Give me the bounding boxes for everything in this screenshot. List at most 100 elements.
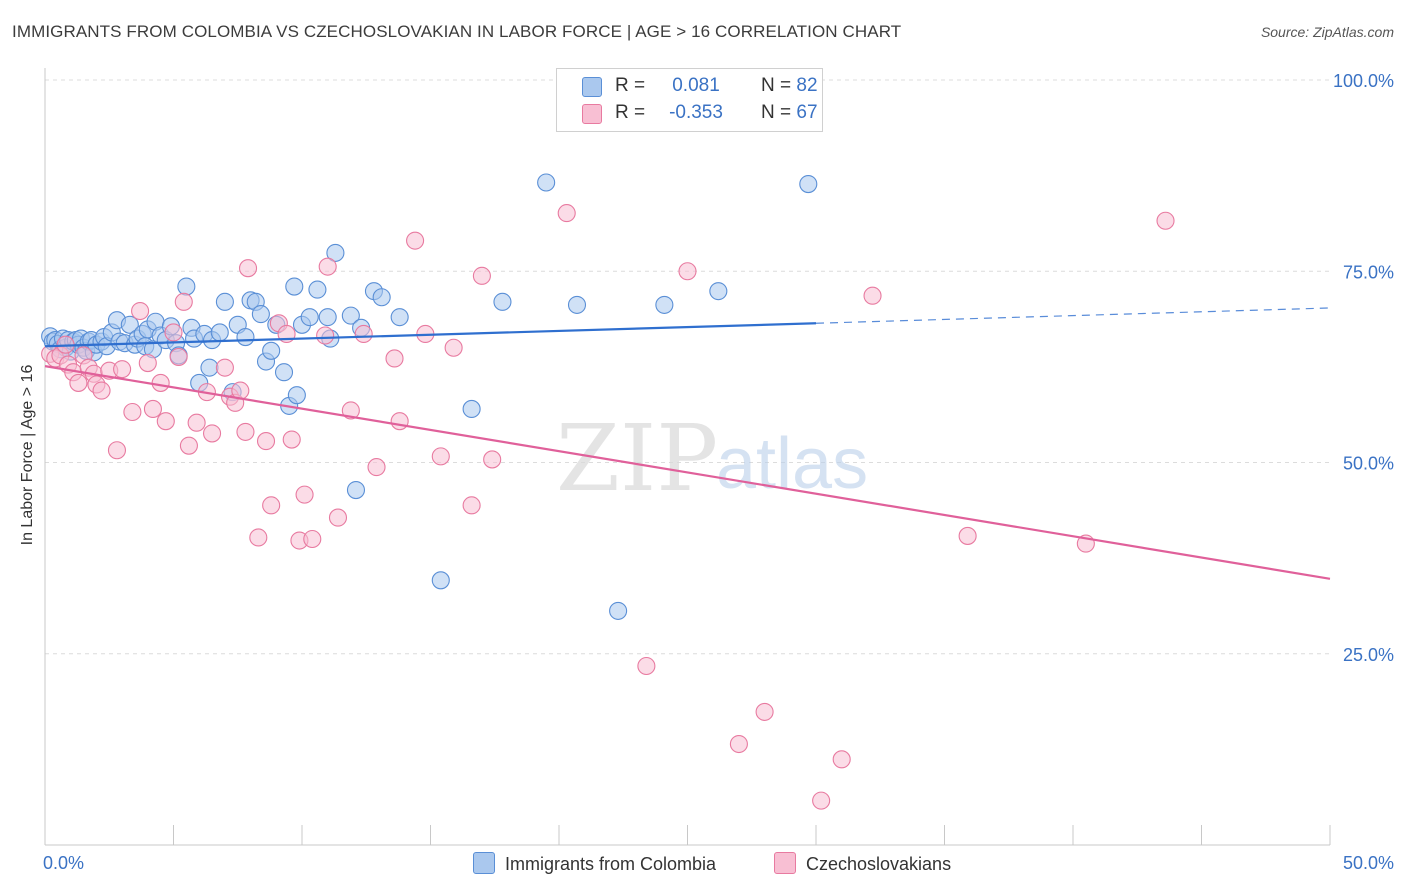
legend-n-label: N = 67 — [761, 102, 818, 123]
watermark-zip: ZIP — [556, 405, 718, 512]
data-point-1-47 — [354, 324, 373, 344]
data-point-0-74 — [462, 399, 481, 419]
data-point-1-13 — [107, 441, 127, 460]
x-tick-label-1: 50.0% — [1343, 853, 1394, 873]
data-point-0-78 — [609, 601, 628, 620]
data-point-1-57 — [483, 450, 502, 469]
data-point-1-41 — [295, 485, 314, 504]
watermark-atlas: atlas — [716, 424, 868, 504]
data-point-1-39 — [282, 430, 301, 449]
data-point-1-49 — [385, 349, 404, 368]
data-point-1-59 — [637, 656, 656, 676]
legend-item-colombia: Immigrants from Colombia — [473, 852, 716, 875]
data-point-0-57 — [274, 363, 294, 382]
data-point-1-54 — [444, 338, 463, 357]
data-point-0-62 — [300, 308, 319, 327]
data-point-0-44 — [200, 358, 219, 377]
data-point-1-62 — [755, 702, 774, 721]
data-point-0-50 — [236, 327, 255, 347]
tick-labels: 25.0% 50.0% 75.0% 100.0% 0.0% 50.0% — [43, 71, 1394, 873]
trend-line-1 — [44, 365, 1331, 580]
legend-item-czechoslovakian: Czechoslovakians — [774, 852, 951, 875]
data-point-1-21 — [164, 323, 183, 342]
data-point-1-15 — [123, 402, 142, 422]
data-point-1-35 — [256, 432, 276, 451]
data-point-1-56 — [472, 266, 491, 285]
data-point-0-55 — [262, 341, 281, 360]
source-label: Source: ZipAtlas.com — [1260, 24, 1394, 40]
data-point-1-33 — [238, 259, 258, 278]
legend-label-czechoslovakian: Czechoslovakians — [806, 854, 952, 874]
data-point-0-47 — [215, 292, 234, 311]
data-point-1-46 — [341, 401, 360, 420]
data-point-0-77 — [567, 295, 587, 314]
data-point-1-28 — [215, 358, 234, 377]
data-point-0-72 — [390, 308, 409, 327]
data-point-1-50 — [390, 412, 409, 431]
data-point-1-61 — [729, 734, 748, 754]
y-tick-label-2: 75.0% — [1343, 262, 1394, 282]
chart-title: IMMIGRANTS FROM COLOMBIA VS CZECHOSLOVAK… — [12, 22, 902, 41]
data-point-0-73 — [431, 571, 450, 590]
data-point-0-59 — [285, 277, 304, 296]
series-colombia-points — [41, 173, 818, 620]
data-point-1-60 — [678, 262, 697, 281]
data-point-1-44 — [318, 257, 337, 276]
data-point-1-51 — [406, 231, 425, 250]
data-point-1-25 — [187, 413, 206, 432]
data-point-1-23 — [174, 292, 193, 311]
data-point-1-55 — [462, 496, 481, 515]
x-tick-label-0: 0.0% — [43, 853, 84, 873]
data-point-1-16 — [131, 301, 150, 321]
watermark: ZIP atlas — [556, 405, 868, 512]
data-point-0-39 — [177, 277, 196, 296]
data-point-1-36 — [262, 496, 281, 515]
data-point-0-60 — [287, 386, 306, 405]
trend-extension-0 — [815, 307, 1331, 324]
data-point-1-14 — [113, 360, 132, 379]
data-point-1-24 — [179, 436, 198, 455]
data-point-0-46 — [210, 323, 229, 342]
legend-swatch-blue — [473, 852, 495, 874]
data-point-1-17 — [138, 353, 157, 373]
data-point-1-32 — [236, 422, 255, 441]
data-point-0-67 — [341, 306, 360, 325]
data-point-1-42 — [303, 529, 322, 549]
axes — [44, 68, 1331, 846]
trend-line-0 — [44, 322, 817, 348]
data-point-1-58 — [557, 204, 576, 223]
data-point-0-79 — [655, 295, 674, 314]
data-point-1-19 — [151, 373, 170, 392]
data-point-1-63 — [812, 791, 831, 810]
legend-n-label: N = 82 — [761, 75, 818, 96]
data-point-0-80 — [709, 282, 728, 301]
y-tick-label-0: 25.0% — [1343, 645, 1394, 665]
data-point-1-20 — [156, 412, 175, 431]
legend-label-colombia: Immigrants from Colombia — [505, 854, 717, 874]
legend-swatch-blue — [582, 77, 602, 97]
data-point-0-76 — [537, 173, 556, 192]
data-point-1-64 — [832, 750, 851, 769]
data-point-0-64 — [318, 308, 337, 327]
data-point-1-43 — [316, 326, 335, 345]
legend-r-value: 0.081 — [672, 75, 720, 96]
gridlines — [45, 79, 1330, 655]
data-point-1-27 — [203, 424, 222, 443]
data-point-1-53 — [431, 447, 450, 466]
data-point-0-81 — [799, 174, 818, 194]
trend-lines — [44, 307, 1331, 580]
legend-swatch-pink — [774, 852, 796, 874]
data-point-0-53 — [251, 305, 270, 324]
data-point-1-22 — [169, 347, 188, 366]
data-point-0-68 — [346, 480, 366, 500]
legend-r-label: R = — [615, 75, 646, 96]
data-point-1-11 — [92, 381, 111, 400]
y-tick-label-1: 50.0% — [1343, 454, 1394, 474]
data-point-0-71 — [372, 288, 391, 307]
data-point-0-66 — [326, 243, 345, 262]
legend-r-value: -0.353 — [669, 102, 723, 123]
data-point-0-26 — [120, 315, 139, 334]
data-point-1-65 — [863, 286, 882, 305]
data-point-1-6 — [69, 373, 88, 392]
